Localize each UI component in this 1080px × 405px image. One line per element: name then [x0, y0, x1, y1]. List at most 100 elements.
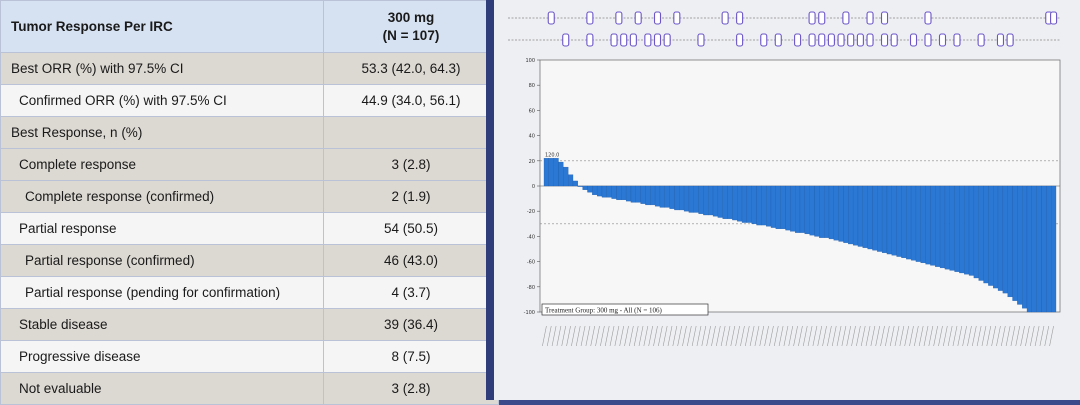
- table-body: Best ORR (%) with 97.5% CI 53.3 (42.0, 64…: [0, 52, 499, 405]
- waterfall-bar: [988, 185, 994, 286]
- x-tick-mark: [764, 325, 769, 347]
- waterfall-bar: [625, 185, 632, 202]
- row-label: Partial response (confirmed): [0, 244, 324, 277]
- waterfall-bar: [640, 185, 646, 204]
- waterfall-bar: [959, 185, 965, 274]
- row-label: Partial response (pending for confirmati…: [0, 276, 324, 309]
- y-tick-label: 60: [529, 108, 535, 114]
- response-marker: [697, 33, 705, 47]
- x-tick-mark: [633, 325, 639, 347]
- row-value: 53.3 (42.0, 64.3): [323, 52, 499, 85]
- x-tick-mark: [860, 325, 866, 347]
- waterfall-bar: [838, 185, 844, 242]
- waterfall-bar: [722, 185, 728, 219]
- waterfall-bar: [548, 158, 554, 187]
- waterfall-bar: [935, 185, 941, 267]
- x-tick-mark: [561, 325, 567, 347]
- response-marker: [996, 33, 1005, 47]
- response-marker: [837, 33, 845, 47]
- waterfall-bar: [703, 185, 709, 216]
- x-tick-mark: [783, 325, 789, 347]
- x-tick-mark: [986, 325, 992, 347]
- x-tick-mark: [846, 325, 852, 347]
- waterfall-bar: [901, 185, 907, 258]
- waterfall-bar: [814, 185, 820, 237]
- response-marker: [586, 11, 594, 25]
- x-tick-mark: [556, 325, 562, 347]
- response-marker: [866, 33, 874, 47]
- waterfall-bar: [852, 185, 859, 246]
- response-marker: [890, 33, 898, 47]
- waterfall-bar: [543, 158, 549, 187]
- x-tick-mark: [928, 325, 934, 347]
- waterfall-bar: [804, 185, 810, 235]
- waterfall-bar: [582, 185, 588, 190]
- y-tick-label: -60: [527, 260, 535, 266]
- waterfall-bar: [563, 166, 569, 187]
- waterfall-bar: [896, 185, 902, 257]
- waterfall-bar: [674, 185, 680, 211]
- waterfall-bar: [944, 185, 950, 270]
- table-row: Partial response (confirmed) 46 (43.0): [0, 244, 499, 277]
- x-tick-mark: [851, 325, 856, 347]
- response-marker: [847, 33, 855, 47]
- waterfall-bar: [828, 185, 834, 240]
- row-label: Progressive disease: [0, 340, 324, 373]
- waterfall-bar: [664, 185, 670, 208]
- row-value: 4 (3.7): [323, 276, 499, 309]
- table-row: Complete response (confirmed) 2 (1.9): [0, 180, 499, 213]
- waterfall-bar: [862, 185, 868, 248]
- waterfall-bar: [833, 185, 839, 241]
- waterfall-bar: [906, 185, 912, 260]
- x-tick-mark: [759, 325, 765, 347]
- x-tick-mark: [725, 325, 731, 347]
- x-tick-mark: [880, 325, 885, 347]
- response-marker: [634, 11, 642, 25]
- response-marker: [924, 33, 932, 47]
- x-tick-mark: [1010, 325, 1016, 347]
- x-tick-mark: [909, 325, 914, 347]
- response-marker: [856, 33, 864, 47]
- waterfall-bar: [857, 185, 863, 247]
- waterfall-bar: [1041, 185, 1047, 313]
- waterfall-bar: [1007, 185, 1013, 298]
- table-row: Best Response, n (%): [0, 116, 499, 149]
- waterfall-bar: [872, 185, 878, 251]
- waterfall-bar: [587, 185, 593, 193]
- waterfall-bar: [645, 185, 651, 206]
- x-tick-mark: [754, 325, 760, 347]
- table-header-row: Tumor Response Per IRC 300 mg (N = 107): [0, 0, 499, 53]
- response-marker: [721, 11, 729, 25]
- x-tick-mark: [740, 325, 745, 347]
- waterfall-bar: [925, 185, 931, 265]
- tumor-response-table-panel: Tumor Response Per IRC 300 mg (N = 107) …: [0, 0, 499, 405]
- response-marker: [818, 11, 826, 25]
- waterfall-bar: [596, 185, 603, 197]
- waterfall-bar: [993, 185, 999, 289]
- x-tick-mark: [831, 325, 837, 347]
- waterfall-bar: [659, 185, 665, 208]
- x-tick-mark: [822, 325, 827, 347]
- response-marker: [586, 33, 594, 47]
- waterfall-bar: [881, 185, 888, 253]
- response-marker: [818, 33, 826, 47]
- response-marker: [673, 11, 681, 25]
- response-marker: [736, 33, 744, 47]
- response-marker: [760, 33, 768, 47]
- waterfall-bar: [737, 185, 743, 222]
- x-tick-mark: [807, 325, 813, 347]
- x-tick-mark: [981, 325, 987, 347]
- waterfall-bar: [983, 185, 989, 284]
- row-label: Complete response (confirmed): [0, 180, 324, 213]
- waterfall-bar: [601, 185, 607, 198]
- waterfall-bar: [568, 174, 574, 187]
- x-tick-mark: [609, 325, 615, 347]
- x-tick-mark: [914, 325, 919, 347]
- waterfall-bar: [997, 185, 1004, 291]
- x-tick-mark: [542, 325, 547, 347]
- response-marker: [953, 33, 961, 47]
- y-tick-label: -100: [524, 310, 535, 316]
- row-value: 8 (7.5): [323, 340, 499, 373]
- x-tick-mark: [1020, 325, 1025, 347]
- waterfall-bar: [1017, 185, 1023, 305]
